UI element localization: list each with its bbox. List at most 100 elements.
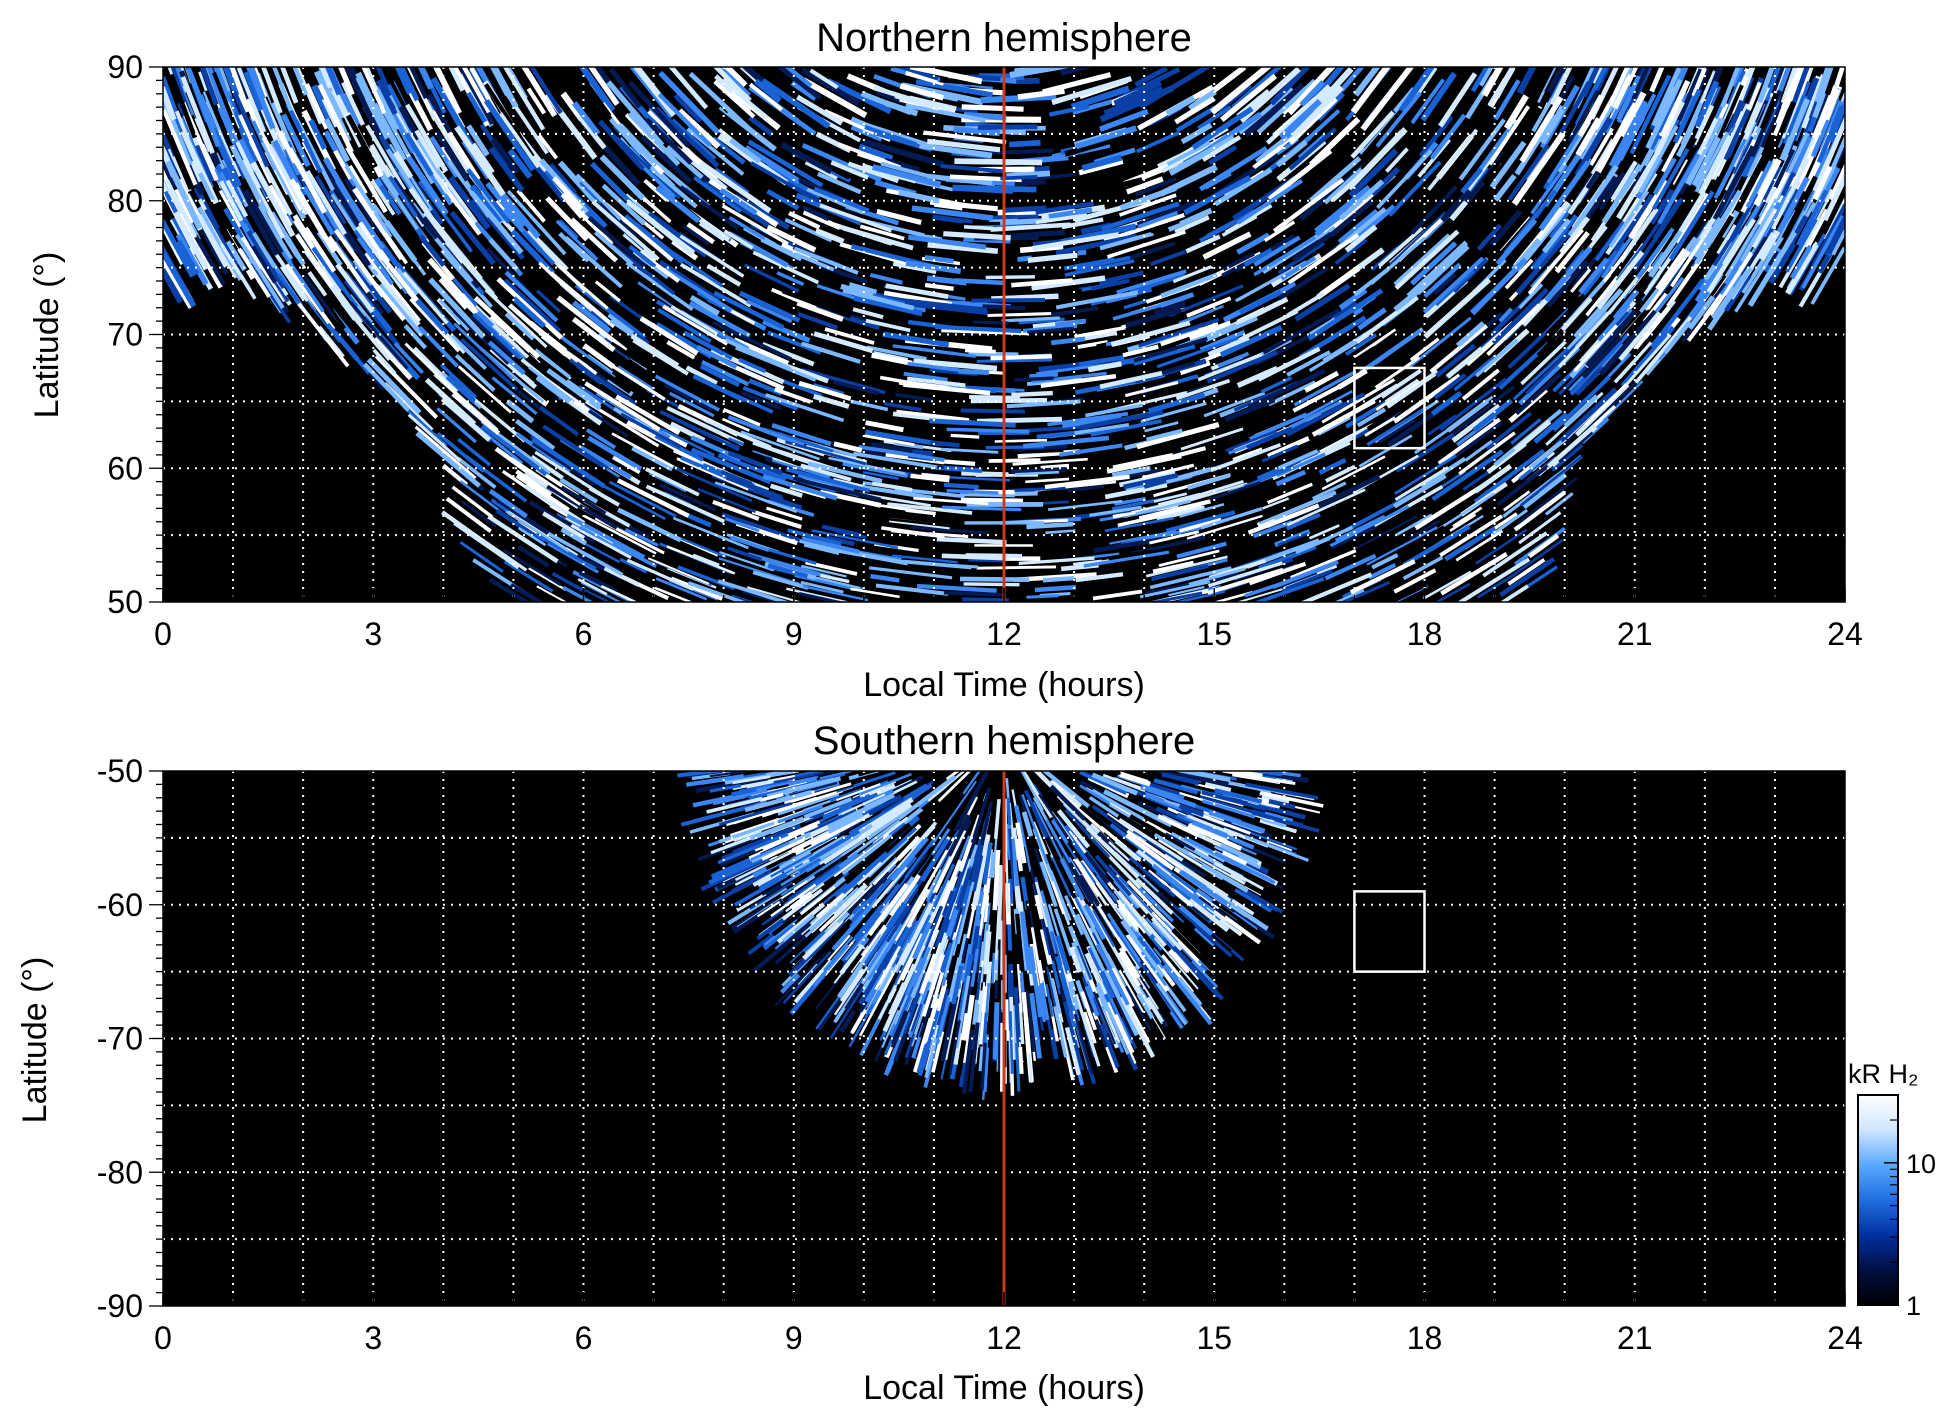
emission-streak bbox=[1278, 265, 1330, 301]
emission-streak bbox=[860, 802, 913, 840]
emission-streak bbox=[1460, 167, 1483, 194]
emission-streak bbox=[1334, 514, 1386, 543]
emission-streak bbox=[685, 773, 745, 787]
emission-streak bbox=[566, 513, 646, 560]
emission-streak bbox=[1083, 903, 1107, 941]
emission-streak bbox=[693, 176, 743, 213]
emission-streak bbox=[466, 91, 488, 124]
emission-streak bbox=[584, 381, 661, 432]
emission-streak bbox=[460, 337, 519, 392]
emission-streak bbox=[1581, 67, 1601, 98]
emission-streak bbox=[976, 358, 1053, 363]
emission-streak bbox=[1387, 583, 1428, 602]
emission-streak bbox=[748, 82, 784, 112]
emission-streak bbox=[723, 229, 754, 250]
emission-streak bbox=[371, 102, 407, 162]
emission-streak bbox=[756, 915, 788, 941]
emission-streak bbox=[931, 863, 956, 913]
emission-streak bbox=[943, 937, 957, 978]
emission-streak bbox=[1292, 382, 1345, 413]
emission-streak bbox=[1546, 259, 1589, 308]
emission-streak bbox=[1427, 128, 1479, 192]
emission-streak bbox=[1104, 482, 1168, 500]
emission-streak bbox=[1178, 869, 1232, 908]
emission-streak bbox=[1179, 360, 1211, 376]
emission-streak bbox=[526, 228, 569, 272]
emission-streak bbox=[287, 147, 328, 214]
emission-streak bbox=[1409, 241, 1458, 286]
emission-streak bbox=[1089, 505, 1142, 517]
y-tick-label: 70 bbox=[107, 317, 143, 353]
emission-streak bbox=[1094, 854, 1132, 897]
emission-streak bbox=[1129, 814, 1186, 849]
emission-streak bbox=[1219, 73, 1278, 123]
emission-streak bbox=[719, 551, 775, 572]
emission-streak bbox=[1487, 77, 1508, 107]
emission-streak bbox=[1092, 997, 1109, 1034]
emission-streak bbox=[696, 344, 738, 370]
emission-streak bbox=[1360, 67, 1415, 132]
emission-streak bbox=[1747, 231, 1797, 307]
emission-streak bbox=[1337, 208, 1379, 244]
emission-streak bbox=[708, 857, 763, 885]
emission-streak bbox=[1393, 233, 1451, 287]
emission-streak bbox=[941, 328, 1030, 336]
emission-streak bbox=[1353, 328, 1398, 361]
emission-streak bbox=[628, 80, 691, 149]
emission-streak bbox=[1040, 1030, 1053, 1090]
emission-streak bbox=[1694, 80, 1720, 128]
emission-streak bbox=[794, 771, 820, 779]
emission-streak bbox=[1389, 525, 1446, 559]
emission-streak bbox=[1125, 833, 1175, 871]
emission-streak bbox=[1178, 517, 1222, 533]
emission-streak bbox=[885, 904, 912, 943]
emission-streak bbox=[1080, 905, 1112, 961]
emission-streak bbox=[578, 570, 618, 594]
emission-streak bbox=[932, 214, 964, 224]
emission-streak bbox=[1118, 470, 1176, 488]
emission-streak bbox=[379, 105, 410, 156]
emission-streak bbox=[1010, 838, 1020, 887]
emission-streak bbox=[1678, 190, 1707, 233]
emission-streak bbox=[982, 1012, 988, 1048]
emission-streak bbox=[1778, 217, 1822, 289]
emission-streak bbox=[555, 219, 599, 262]
emission-streak bbox=[1585, 309, 1638, 368]
emission-streak bbox=[1035, 213, 1088, 225]
emission-streak bbox=[883, 290, 958, 308]
emission-streak bbox=[721, 204, 789, 246]
emission-streak bbox=[647, 211, 708, 258]
emission-streak bbox=[1629, 165, 1648, 192]
emission-streak bbox=[403, 324, 428, 350]
emission-streak bbox=[1810, 203, 1845, 268]
emission-streak bbox=[1223, 915, 1262, 945]
emission-streak bbox=[908, 983, 923, 1014]
emission-streak bbox=[376, 250, 425, 309]
emission-streak bbox=[1478, 304, 1503, 328]
emission-streak bbox=[647, 557, 710, 585]
emission-streak bbox=[1101, 549, 1153, 561]
emission-streak bbox=[1429, 323, 1488, 374]
emission-streak bbox=[1321, 378, 1396, 424]
emission-streak bbox=[579, 67, 608, 104]
emission-streak bbox=[1126, 933, 1170, 993]
emission-streak bbox=[766, 189, 800, 211]
emission-streak bbox=[1259, 818, 1298, 834]
emission-streak bbox=[869, 272, 903, 285]
x-tick-label: 12 bbox=[986, 616, 1022, 652]
emission-streak bbox=[1000, 175, 1038, 181]
emission-streak bbox=[1776, 175, 1819, 250]
emission-streak bbox=[1746, 146, 1765, 178]
x-tick-label: 24 bbox=[1827, 616, 1863, 652]
emission-streak bbox=[1579, 129, 1601, 161]
emission-streak bbox=[904, 950, 927, 996]
emission-streak bbox=[771, 423, 832, 447]
emission-streak bbox=[983, 924, 991, 968]
emission-streak bbox=[503, 278, 562, 333]
emission-streak bbox=[1099, 108, 1149, 132]
emission-streak bbox=[957, 953, 974, 1023]
emission-streak bbox=[305, 300, 341, 344]
emission-streak bbox=[1645, 78, 1683, 150]
emission-streak bbox=[490, 137, 520, 175]
emission-streak bbox=[1329, 505, 1410, 548]
